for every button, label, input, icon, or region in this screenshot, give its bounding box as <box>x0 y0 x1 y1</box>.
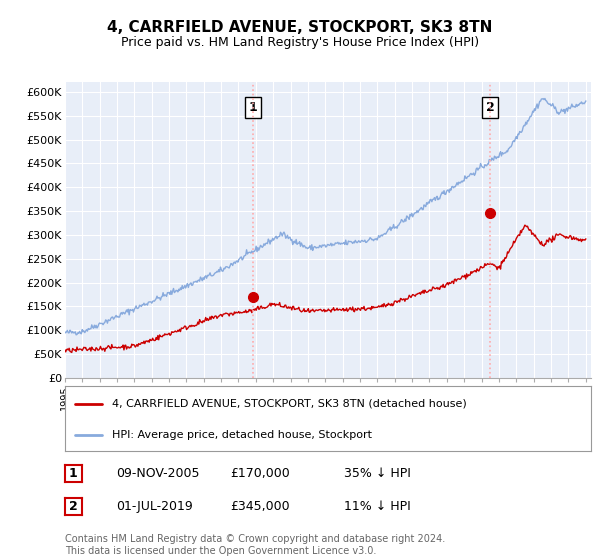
Text: 01-JUL-2019: 01-JUL-2019 <box>116 500 193 514</box>
Text: HPI: Average price, detached house, Stockport: HPI: Average price, detached house, Stoc… <box>112 430 372 440</box>
Text: 1: 1 <box>69 466 77 480</box>
Text: 1: 1 <box>249 101 257 114</box>
Text: £345,000: £345,000 <box>230 500 289 514</box>
Text: 2: 2 <box>69 500 77 514</box>
Text: £170,000: £170,000 <box>230 466 290 480</box>
Text: Price paid vs. HM Land Registry's House Price Index (HPI): Price paid vs. HM Land Registry's House … <box>121 36 479 49</box>
Text: 09-NOV-2005: 09-NOV-2005 <box>116 466 199 480</box>
Text: 11% ↓ HPI: 11% ↓ HPI <box>344 500 410 514</box>
Text: Contains HM Land Registry data © Crown copyright and database right 2024.
This d: Contains HM Land Registry data © Crown c… <box>65 534 445 556</box>
Text: 4, CARRFIELD AVENUE, STOCKPORT, SK3 8TN: 4, CARRFIELD AVENUE, STOCKPORT, SK3 8TN <box>107 20 493 35</box>
Text: 2: 2 <box>486 101 494 114</box>
Text: 35% ↓ HPI: 35% ↓ HPI <box>344 466 410 480</box>
Text: 4, CARRFIELD AVENUE, STOCKPORT, SK3 8TN (detached house): 4, CARRFIELD AVENUE, STOCKPORT, SK3 8TN … <box>112 399 467 409</box>
